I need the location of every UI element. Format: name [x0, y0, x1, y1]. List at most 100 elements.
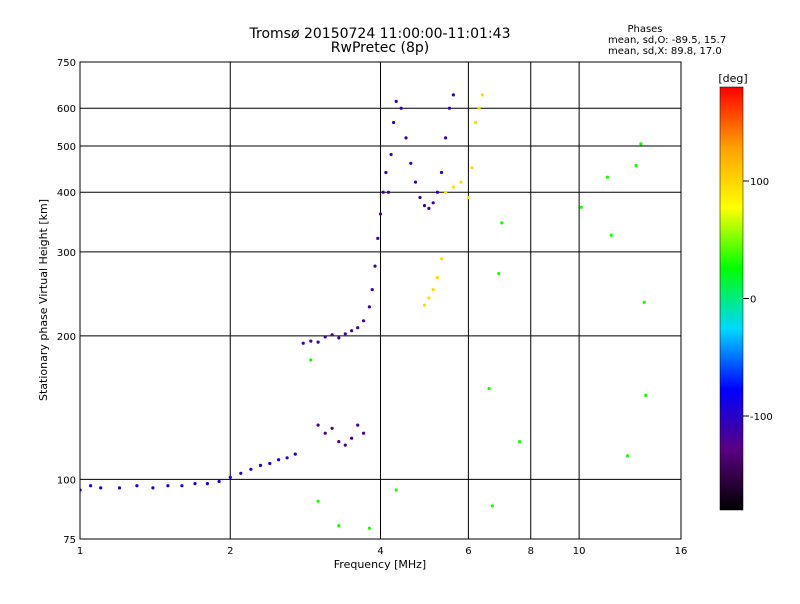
y-tick-label: 400	[57, 188, 76, 199]
data-point	[343, 332, 347, 336]
data-point	[399, 106, 403, 110]
data-point	[435, 190, 439, 194]
data-point	[376, 236, 380, 240]
data-point	[117, 486, 122, 490]
colorbar-tick-label: 0	[750, 295, 756, 306]
data-point	[422, 303, 427, 307]
data-point	[323, 431, 327, 435]
data-point	[205, 482, 209, 486]
data-point	[413, 180, 418, 184]
data-point	[166, 484, 170, 488]
data-point	[435, 275, 439, 280]
data-point	[466, 195, 470, 200]
data-point	[367, 305, 371, 309]
data-point	[381, 190, 385, 194]
colorbar-tick-label: 100	[750, 177, 769, 188]
y-axis: 75 100 200 300 400 500 600 750	[57, 58, 76, 546]
data-point	[480, 93, 484, 97]
colorbar-tick-label: -100	[750, 412, 773, 423]
data-point	[99, 486, 103, 490]
y-axis-label: Stationary phase Virtual Height [km]	[37, 199, 50, 401]
x-axis: 1 2 4 6 8 10 16	[77, 546, 688, 557]
plot-frame	[79, 61, 682, 540]
data-point	[89, 484, 93, 488]
data-point	[378, 212, 383, 216]
grid-lines	[80, 62, 681, 539]
data-point	[239, 471, 243, 475]
colorbar-label: [deg]	[718, 72, 747, 85]
data-point	[609, 233, 613, 237]
y-tick-label: 500	[57, 142, 76, 153]
data-point	[370, 288, 374, 292]
data-point	[135, 484, 139, 488]
data-point	[356, 423, 360, 427]
data-point	[644, 393, 648, 397]
stats-x-line: mean, sd,X: 89.8, 17.0	[608, 46, 722, 57]
x-tick-label: 6	[465, 546, 471, 557]
data-point	[439, 170, 444, 175]
data-point	[451, 93, 455, 97]
data-point	[418, 195, 422, 200]
data-point	[217, 479, 221, 484]
data-point	[392, 120, 396, 125]
data-point	[447, 106, 452, 110]
data-point	[518, 440, 522, 444]
data-point	[268, 461, 272, 466]
data-point	[394, 488, 398, 492]
data-point	[427, 206, 431, 210]
data-point	[316, 499, 320, 503]
data-point	[470, 166, 474, 170]
data-point	[277, 458, 281, 462]
data-point	[337, 440, 341, 444]
data-point	[362, 319, 366, 323]
y-tick-label: 300	[57, 248, 76, 259]
data-point	[386, 190, 391, 194]
data-point	[579, 205, 583, 209]
data-point	[309, 358, 313, 362]
stats-heading: Phases	[627, 24, 662, 35]
data-point	[444, 136, 448, 140]
data-point	[431, 288, 435, 292]
data-point	[356, 326, 360, 330]
data-point	[373, 264, 377, 268]
data-point	[330, 333, 334, 337]
data-point	[444, 190, 448, 194]
data-point	[384, 170, 388, 175]
data-point	[309, 339, 313, 343]
data-point	[362, 431, 366, 435]
y-tick-label: 100	[57, 475, 76, 486]
data-point	[642, 300, 646, 304]
data-point	[394, 99, 398, 103]
data-point	[367, 526, 371, 530]
x-axis-label: Frequency [MHz]	[334, 558, 426, 571]
data-point	[330, 426, 334, 430]
data-points	[80, 93, 648, 530]
data-point	[634, 163, 638, 168]
data-point	[316, 423, 320, 427]
data-point	[439, 257, 444, 261]
y-tick-label: 600	[57, 104, 76, 115]
x-tick-label: 8	[528, 546, 534, 557]
data-point	[301, 341, 305, 345]
chart-title: Tromsø 20150724 11:00:00-11:01:43	[249, 26, 511, 42]
data-point	[180, 484, 184, 488]
chart-subtitle: RwPretec (8p)	[331, 40, 429, 56]
colorbar: [deg] 100 0 -100	[718, 72, 773, 511]
data-point	[451, 185, 455, 189]
x-tick-label: 10	[573, 546, 586, 557]
data-point	[337, 336, 341, 340]
colorbar-gradient	[719, 86, 744, 511]
data-point	[350, 436, 354, 440]
x-tick-label: 16	[675, 546, 688, 557]
data-point	[151, 486, 155, 490]
data-point	[389, 152, 393, 157]
data-point	[625, 454, 630, 458]
data-point	[193, 482, 197, 486]
y-tick-label: 750	[57, 58, 76, 69]
data-point	[343, 443, 347, 447]
data-point	[337, 524, 341, 528]
data-point	[323, 335, 327, 339]
x-tick-label: 4	[377, 546, 383, 557]
stats-o-line: mean, sd,O: -89.5, 15.7	[608, 35, 726, 46]
